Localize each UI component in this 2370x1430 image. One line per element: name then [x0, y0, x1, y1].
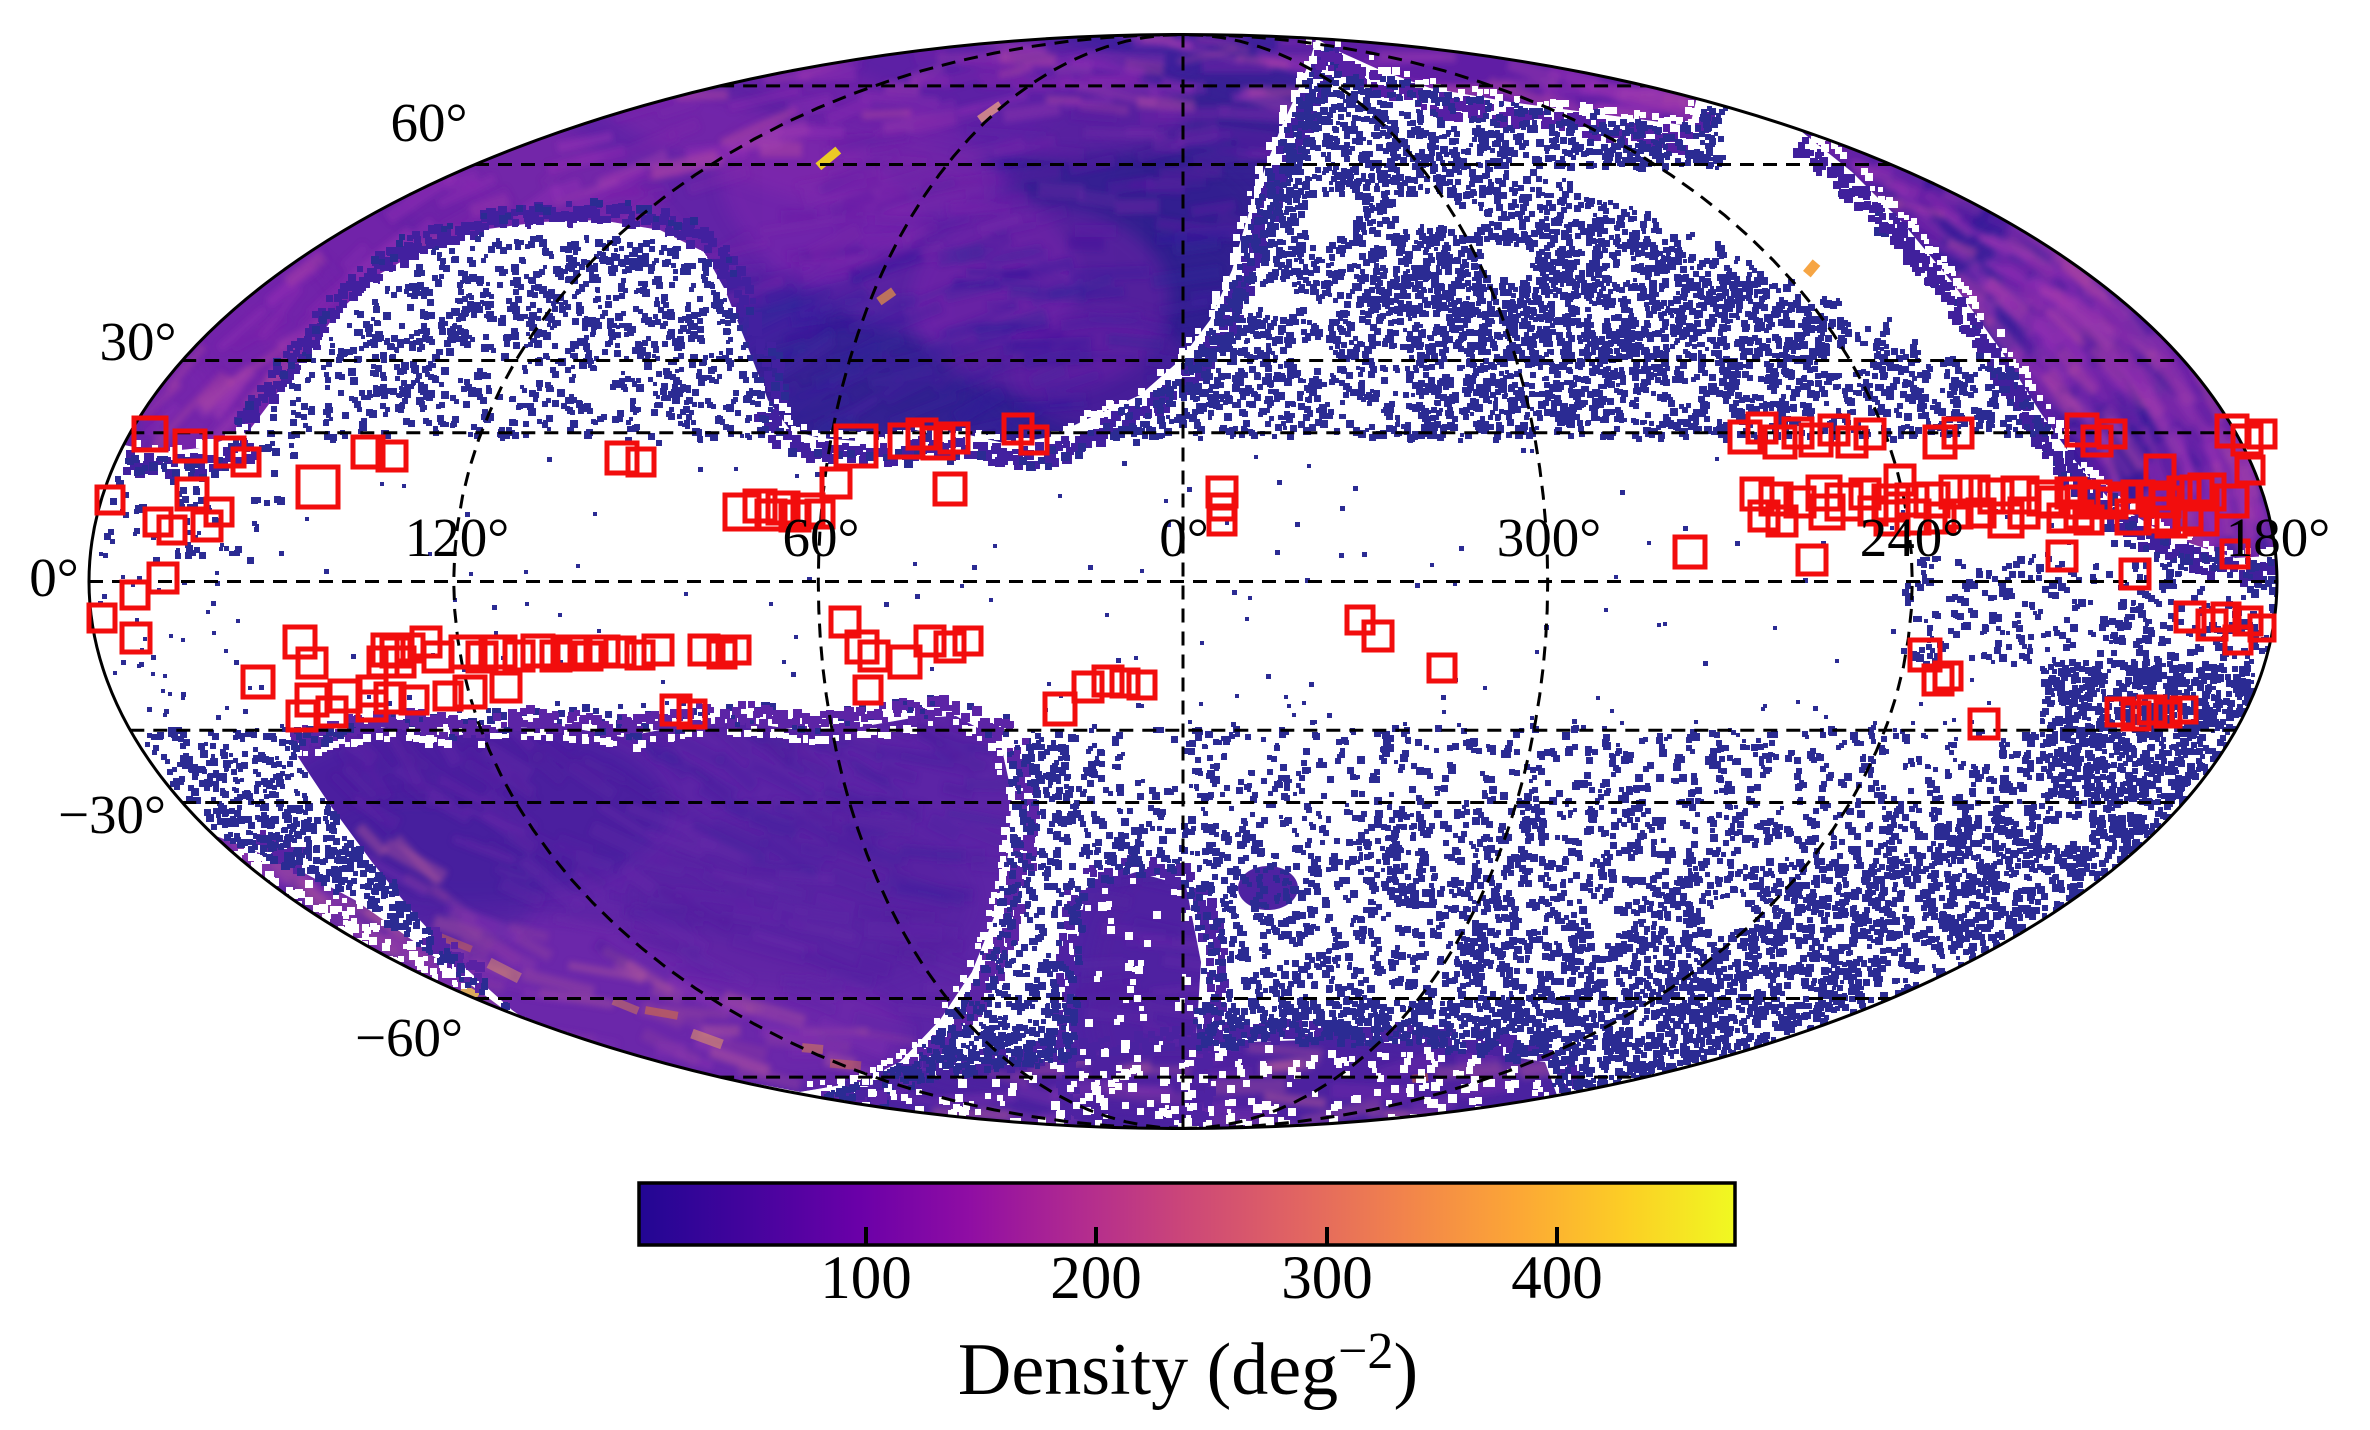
- svg-text:400: 400: [1511, 1245, 1603, 1312]
- svg-text:240°: 240°: [1860, 507, 1965, 568]
- svg-text:−60°: −60°: [355, 1007, 463, 1068]
- svg-text:100: 100: [820, 1245, 912, 1312]
- svg-text:180°: 180°: [2226, 507, 2331, 568]
- svg-text:300: 300: [1281, 1245, 1373, 1312]
- svg-text:60°: 60°: [391, 92, 468, 153]
- svg-text:200: 200: [1050, 1245, 1142, 1312]
- svg-text:0°: 0°: [1159, 507, 1209, 568]
- svg-text:0°: 0°: [29, 547, 79, 608]
- svg-text:30°: 30°: [100, 311, 177, 372]
- svg-text:60°: 60°: [783, 507, 860, 568]
- svg-text:−30°: −30°: [58, 784, 166, 845]
- svg-text:300°: 300°: [1497, 507, 1602, 568]
- svg-text:120°: 120°: [405, 507, 510, 568]
